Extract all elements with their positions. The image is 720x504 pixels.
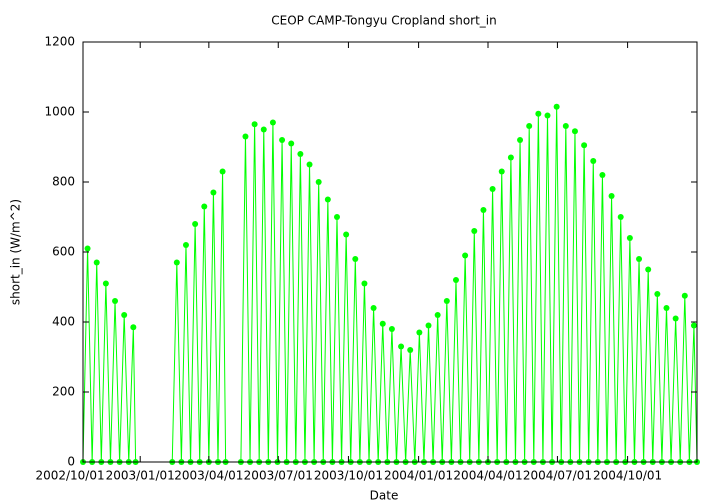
data-point [361,280,368,287]
data-point [645,266,652,273]
data-point [219,168,226,175]
data-point [84,245,91,252]
y-tick-label: 400 [52,315,75,329]
data-point [102,280,109,287]
data-point [462,252,469,259]
data-point [192,221,199,227]
data-point [517,137,524,143]
data-point [251,121,258,128]
data-point [182,242,189,248]
data-point [425,322,432,329]
data-point [663,305,670,311]
data-point [416,329,423,336]
data-point [608,193,615,199]
y-tick-label: 600 [52,245,75,259]
data-point [130,324,137,331]
data-point [498,168,505,175]
data-point [636,256,643,262]
data-point [480,207,487,213]
data-point [571,128,578,135]
data-point [288,140,295,147]
x-tick-label: 2002/10/01 [35,469,104,483]
data-point [388,326,395,332]
data-point [452,277,459,283]
y-tick-label: 1200 [44,35,75,49]
data-point [370,305,377,311]
data-point [379,320,386,327]
data-point [544,112,551,119]
data-point [279,137,286,143]
x-tick-label: 2004/04/01 [453,469,522,483]
data-point [471,228,478,234]
data-line [82,106,698,463]
data-point [489,186,496,192]
data-point [690,322,697,329]
data-point [173,259,180,266]
data-point [269,119,276,126]
data-point [315,179,322,185]
y-tick-label: 800 [52,175,75,189]
x-tick-label: 2003/10/01 [314,469,383,483]
data-point [324,196,331,203]
data-point [553,103,560,110]
data-point [507,154,514,161]
data-point [398,343,405,350]
data-point [443,298,450,304]
data-point [672,315,679,322]
x-tick-label: 2004/01/01 [384,469,453,483]
data-point [201,203,208,210]
y-tick-label: 0 [67,455,75,469]
data-point [654,291,661,297]
x-tick-label: 2003/07/01 [244,469,313,483]
data-point [535,110,542,117]
x-axis-label: Date [370,489,399,503]
data-point [681,292,688,299]
data-point [210,189,217,196]
x-tick-label: 2003/01/01 [106,469,175,483]
data-point [112,298,119,304]
y-tick-label: 1000 [44,105,75,119]
data-point [407,347,414,353]
data-point [434,312,441,318]
data-point [590,158,597,164]
x-tick-label: 2004/10/01 [593,469,662,483]
plot-frame [82,41,698,463]
data-point [93,259,100,266]
data-point [626,235,633,241]
data-point [617,214,624,220]
data-point [333,214,340,220]
y-axis-label: short_in (W/m^2) [9,199,23,305]
x-tick-label: 2003/04/01 [174,469,243,483]
chart-title: CEOP CAMP-Tongyu Cropland short_in [271,14,497,28]
data-point [260,126,267,133]
data-point [599,172,606,178]
x-tick-label: 2004/07/01 [523,469,592,483]
data-point [343,231,350,238]
data-point [121,312,128,318]
data-point [297,151,304,157]
y-tick-label: 200 [52,385,75,399]
data-point [306,161,313,168]
data-point [352,256,359,262]
data-point [242,133,249,140]
data-point [562,123,569,129]
data-point [581,142,588,149]
data-point [526,123,533,129]
